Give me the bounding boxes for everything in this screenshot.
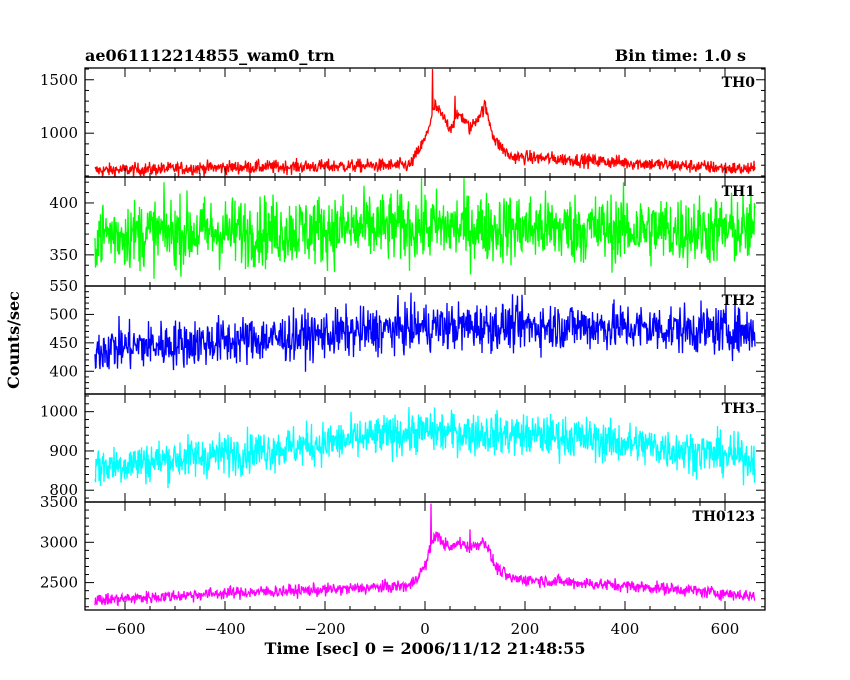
y-tick-label: 1000 xyxy=(40,124,78,142)
panel-label-th2: TH2 xyxy=(722,293,755,309)
x-tick-label: 0 xyxy=(420,620,430,638)
panel-frame xyxy=(84,67,766,178)
x-tick-label: −200 xyxy=(304,620,345,638)
y-tick-label: 3500 xyxy=(40,493,78,511)
panels-group: 1000 1500 TH0 350 400 TH1 400 450 500 550 TH2 800 90… xyxy=(40,67,766,638)
panel-th1: 350 400 TH1 xyxy=(49,176,766,287)
y-tick-label: 350 xyxy=(49,246,78,264)
panel-label-th0: TH0 xyxy=(722,75,756,91)
x-tick-label: −600 xyxy=(104,620,145,638)
series-line-th1 xyxy=(94,178,756,279)
y-tick-label: 500 xyxy=(49,305,78,323)
y-tick-label: 400 xyxy=(49,194,78,212)
panel-th2: 400 450 500 550 TH2 xyxy=(49,277,766,395)
series-line-th0123 xyxy=(94,503,756,607)
panel-label-th3: TH3 xyxy=(722,401,755,417)
panel-th0: 1000 1500 TH0 xyxy=(40,67,766,178)
y-tick-label: 1000 xyxy=(40,403,78,421)
y-tick-label: 400 xyxy=(49,362,78,380)
panel-th0123: 2500 3000 3500 TH0123 xyxy=(40,493,766,611)
y-tick-label: 450 xyxy=(49,334,78,352)
series-line-th0 xyxy=(94,69,756,177)
bin-time-label: Bin time: 1.0 s xyxy=(615,46,746,65)
y-tick-label: 1500 xyxy=(40,71,78,89)
x-tick-label: 200 xyxy=(511,620,540,638)
chart-title: ae061112214855_wam0_trn xyxy=(85,46,335,65)
y-tick-label: 2500 xyxy=(40,574,78,592)
y-tick-label: 550 xyxy=(49,277,78,295)
series-line-th3 xyxy=(94,406,756,489)
x-tick-label: 400 xyxy=(611,620,640,638)
x-tick-label: 600 xyxy=(711,620,740,638)
y-tick-label: 900 xyxy=(49,442,78,460)
panel-label-th1: TH1 xyxy=(722,184,755,200)
y-axis-label: Counts/sec xyxy=(4,291,23,389)
y-tick-label: 800 xyxy=(49,481,78,499)
panel-th3: 800 900 1000 TH3 xyxy=(40,393,766,503)
x-tick-label: −400 xyxy=(204,620,245,638)
series-line-th2 xyxy=(94,292,756,372)
x-axis-label: Time [sec] 0 = 2006/11/12 21:48:55 xyxy=(265,639,586,658)
panel-label-th0123: TH0123 xyxy=(692,509,755,525)
y-tick-label: 3000 xyxy=(40,533,78,551)
